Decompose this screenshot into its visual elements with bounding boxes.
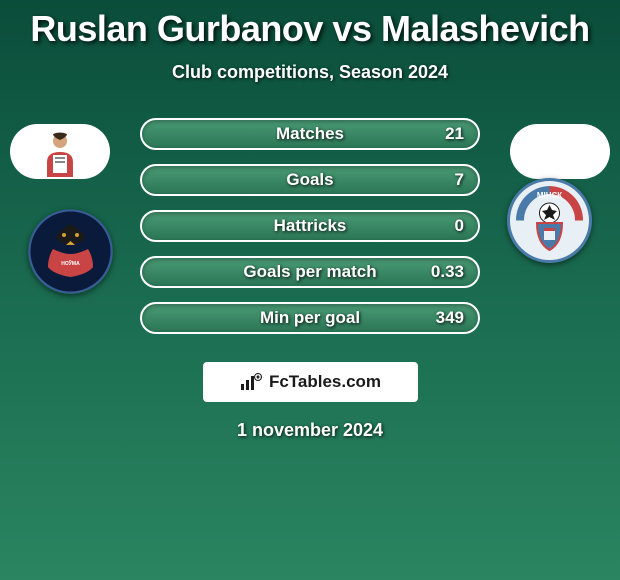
stat-label: Min per goal <box>142 308 478 328</box>
stat-bar-mpg: Min per goal 349 <box>140 302 480 334</box>
stat-value-right: 7 <box>455 170 464 190</box>
player-left-photo <box>10 124 110 179</box>
date: 1 november 2024 <box>0 420 620 441</box>
club-right-badge: МІНСК <box>507 178 592 263</box>
stat-bar-gpm: Goals per match 0.33 <box>140 256 480 288</box>
stat-label: Hattricks <box>142 216 478 236</box>
page-title: Ruslan Gurbanov vs Malashevich <box>0 0 620 50</box>
stat-value-right: 349 <box>436 308 464 328</box>
stat-bar-goals: Goals 7 <box>140 164 480 196</box>
stat-label: Matches <box>142 124 478 144</box>
watermark: FcTables.com <box>203 362 418 402</box>
stat-label: Goals <box>142 170 478 190</box>
stat-label: Goals per match <box>142 262 478 282</box>
chart-icon <box>239 372 263 392</box>
stat-bar-matches: Matches 21 <box>140 118 480 150</box>
stat-value-right: 21 <box>445 124 464 144</box>
stat-bar-hattricks: Hattricks 0 <box>140 210 480 242</box>
subtitle: Club competitions, Season 2024 <box>0 62 620 83</box>
club-left-badge: НОЎМА <box>28 209 113 294</box>
person-icon <box>35 127 85 177</box>
stat-value-right: 0.33 <box>431 262 464 282</box>
svg-text:НОЎМА: НОЎМА <box>61 259 80 267</box>
player-right-photo <box>510 124 610 179</box>
watermark-text: FcTables.com <box>269 372 381 392</box>
stat-value-right: 0 <box>455 216 464 236</box>
svg-text:МІНСК: МІНСК <box>537 191 562 200</box>
